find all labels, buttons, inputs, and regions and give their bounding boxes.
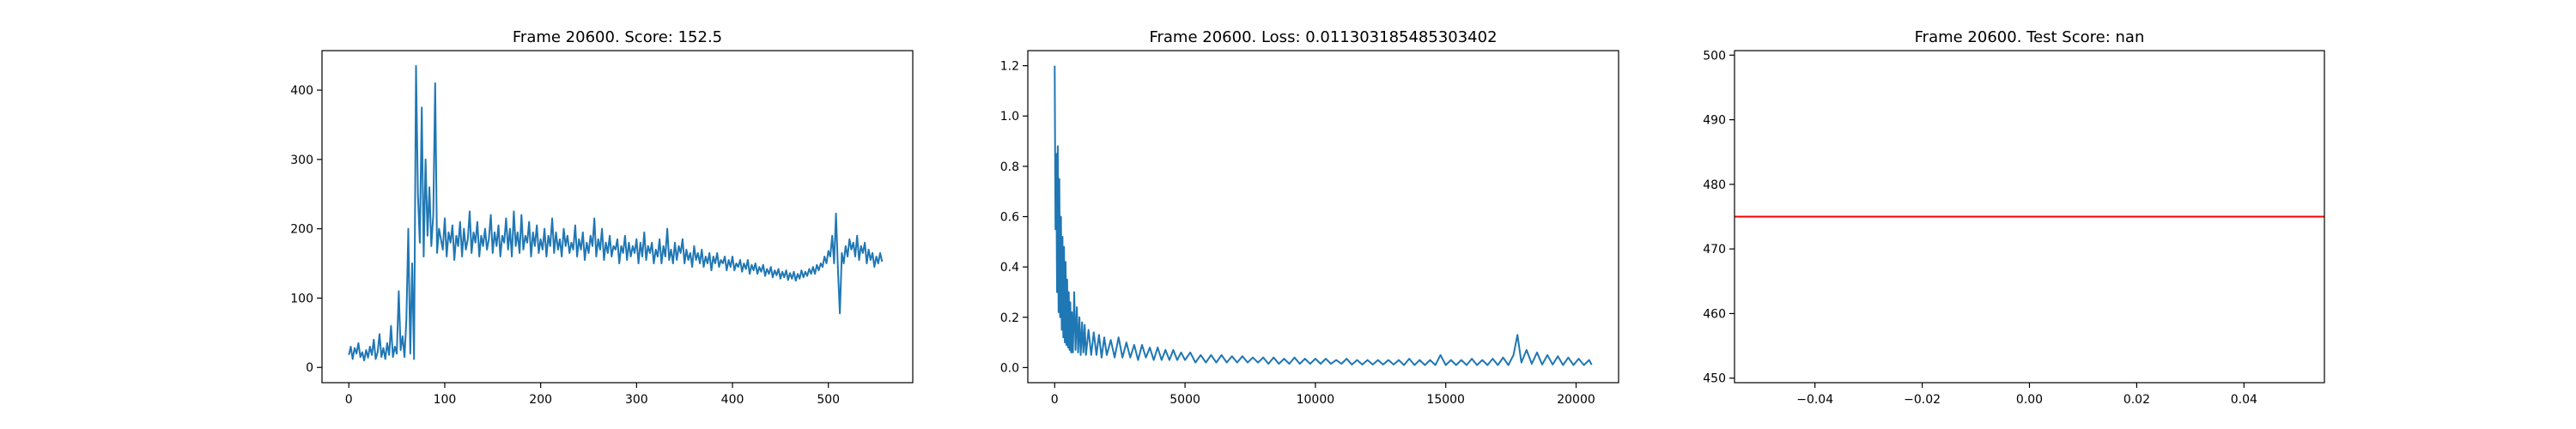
test-score-chart: −0.04 −0.02 0.00 0.02 0.04 450 460 470 480 490 500… <box>1703 28 2325 407</box>
y-tick-label: 0.6 <box>1000 211 1019 225</box>
y-tick-label: 0.0 <box>1000 361 1019 375</box>
y-tick-label: 0 <box>306 361 313 375</box>
y-tick-label: 480 <box>1703 178 1726 192</box>
x-tick-label: 400 <box>721 393 744 407</box>
y-tick-label: 300 <box>290 154 313 167</box>
x-tick-label: 0 <box>1051 393 1059 407</box>
x-tick-label: 20000 <box>1557 393 1595 407</box>
y-tick-label: 460 <box>1703 307 1726 321</box>
chart-title: Frame 20600. Test Score: nan <box>1915 28 2145 46</box>
x-tick-label: 200 <box>529 393 552 407</box>
x-tick-label: 0 <box>345 393 353 407</box>
x-tick-label: 0.04 <box>2231 393 2257 407</box>
x-tick-label: 0.02 <box>2123 393 2150 407</box>
x-tick-label: 300 <box>625 393 648 407</box>
x-tick-label: 15000 <box>1426 393 1465 407</box>
y-tick-label: 200 <box>290 223 313 237</box>
y-tick-label: 500 <box>1703 49 1726 63</box>
y-tick-label: 400 <box>290 84 313 98</box>
x-tick-label: 500 <box>817 393 840 407</box>
y-tick-label: 1.2 <box>1000 60 1019 74</box>
y-tick-label: 0.2 <box>1000 311 1019 325</box>
x-tick-label: 5000 <box>1170 393 1200 407</box>
y-tick-label: 100 <box>290 292 313 305</box>
y-tick-label: 470 <box>1703 243 1726 257</box>
chart-title: Frame 20600. Loss: 0.011303185485303402 <box>1149 28 1497 46</box>
loss-chart: 0 5000 10000 15000 20000 0.0 0.2 0.4 0.6 0.8 1.0 1.… <box>1000 28 1619 407</box>
x-tick-label: 100 <box>434 393 457 407</box>
x-tick-label: 0.00 <box>2016 393 2043 407</box>
axes-frame <box>321 50 914 384</box>
y-tick-label: 490 <box>1703 114 1726 128</box>
y-tick-label: 0.8 <box>1000 160 1019 174</box>
chart-title: Frame 20600. Score: 152.5 <box>513 28 722 46</box>
score-chart: 0 100 200 300 400 500 0 100 200 300 400 Frame 20600… <box>290 28 914 407</box>
series-line <box>1054 65 1593 366</box>
y-tick-label: 450 <box>1703 372 1726 386</box>
x-tick-label: −0.04 <box>1796 393 1833 407</box>
axes-frame <box>1027 50 1619 384</box>
x-tick-label: −0.02 <box>1904 393 1941 407</box>
y-tick-label: 1.0 <box>1000 110 1019 124</box>
series-line <box>348 64 884 362</box>
y-tick-label: 0.4 <box>1000 261 1019 275</box>
x-tick-label: 10000 <box>1297 393 1335 407</box>
